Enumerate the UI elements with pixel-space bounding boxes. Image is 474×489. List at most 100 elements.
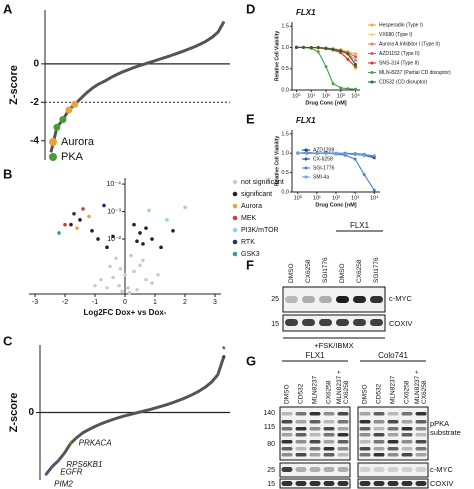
- panel-letter: A: [3, 1, 13, 16]
- y-tick-label: 0.5: [281, 170, 289, 176]
- data-point: [353, 152, 357, 156]
- lane-label: SGI1776: [322, 257, 329, 283]
- blot-band: [309, 412, 321, 416]
- lane-label: DMSO: [288, 264, 295, 284]
- blot-band: [323, 412, 335, 416]
- blot-band: [323, 467, 335, 472]
- blot-band: [281, 481, 293, 486]
- legend-label: Aurora: [241, 203, 262, 210]
- blot-band: [401, 440, 413, 444]
- scatter-point: [138, 231, 142, 235]
- blot-band: [337, 453, 349, 457]
- scatter-point: [111, 275, 115, 280]
- blot-frame: [282, 314, 386, 332]
- blot-band: [319, 296, 332, 303]
- blot-band: [401, 427, 413, 431]
- blot-band: [295, 447, 307, 451]
- y-tick-label: -2: [30, 97, 39, 108]
- blot-band: [415, 433, 427, 437]
- blot-band: [281, 467, 293, 472]
- blot-band: [387, 440, 399, 444]
- blot-band: [401, 433, 413, 437]
- annotation: RPS6KB1: [66, 460, 102, 469]
- marker-size: 25: [267, 467, 275, 474]
- scatter-point: [117, 283, 121, 288]
- blot-band: [387, 433, 399, 437]
- blot-band: [281, 453, 293, 457]
- legend-marker: [49, 153, 57, 161]
- cell-line-header: FLX1: [350, 221, 370, 230]
- y-axis-label: Relative Cell Viability: [274, 31, 280, 81]
- x-tick-label: -2: [62, 299, 68, 306]
- data-point: [324, 151, 328, 155]
- x-tick-label: 10⁴: [351, 92, 360, 99]
- y-tick-label: 10⁻³: [107, 208, 121, 215]
- scatter-point: [159, 245, 163, 250]
- annotation-point: [50, 465, 54, 468]
- y-tick-label: 1.5: [281, 131, 289, 137]
- blot-band: [337, 440, 349, 444]
- legend-label: CX-6258: [313, 156, 333, 162]
- data-point: [331, 47, 335, 51]
- scatter-point: [57, 231, 61, 235]
- data-point: [346, 87, 350, 91]
- blot-band: [295, 412, 307, 416]
- legend-marker: [49, 138, 57, 146]
- legend-marker: [304, 148, 308, 152]
- blot-band: [401, 481, 413, 486]
- y-tick-label: 0.5: [281, 66, 289, 72]
- data-point: [343, 152, 347, 156]
- blot-band: [373, 420, 385, 424]
- data-point: [339, 86, 343, 90]
- highlight-point: [65, 106, 73, 114]
- scatter-point: [132, 222, 136, 227]
- y-tick-label: 1.0: [281, 45, 289, 51]
- data-point: [354, 87, 358, 91]
- data-point: [372, 188, 376, 192]
- lane-label: CX6258: [421, 380, 428, 404]
- blot-band: [359, 481, 371, 486]
- data-point: [309, 46, 313, 49]
- blot-band: [319, 319, 332, 326]
- data-point: [316, 50, 320, 54]
- panel-letter: C: [3, 333, 13, 348]
- legend-marker: [232, 179, 238, 185]
- blot-band: [295, 427, 307, 431]
- blot-frame: [282, 286, 386, 313]
- blot-band: [281, 420, 293, 424]
- blot-band: [309, 447, 321, 451]
- treatment: +FSK/IBMX: [314, 341, 353, 350]
- data-point: [354, 63, 358, 66]
- lane-label: DMSO: [362, 385, 369, 405]
- blot-band: [295, 467, 307, 472]
- blot-band: [336, 319, 349, 326]
- marker-size: 115: [264, 424, 275, 431]
- x-tick-label: 10¹: [307, 93, 315, 99]
- blot-band: [359, 440, 371, 444]
- legend-label: VX680 (Type I): [379, 32, 413, 38]
- data-point: [372, 156, 376, 160]
- legend-marker: [232, 203, 238, 209]
- blot-band: [295, 433, 307, 437]
- scatter-point: [108, 264, 112, 269]
- scatter-point: [135, 287, 139, 292]
- blot-band: [359, 420, 371, 424]
- annotation: *: [222, 345, 226, 356]
- data-point: [334, 151, 338, 155]
- blot-band: [359, 467, 371, 472]
- legend-label: Aurora: [61, 136, 95, 148]
- scatter-point: [78, 218, 82, 222]
- x-axis-label: Log2FC Dox+ vs Dox-: [84, 308, 167, 317]
- x-tick-label: 3: [213, 299, 217, 306]
- legend-marker: [232, 251, 238, 257]
- legend-label: SNS-314 (Type II): [379, 60, 419, 66]
- blot-band: [281, 427, 293, 431]
- scatter-point: [138, 263, 142, 268]
- legend-marker: [232, 215, 238, 221]
- x-tick-label: 10²: [322, 93, 330, 99]
- y-tick-label: 0: [33, 58, 39, 69]
- blot-band: [373, 447, 385, 451]
- blot-band: [309, 427, 321, 431]
- blot-band: [309, 481, 321, 486]
- scatter-point: [75, 226, 79, 230]
